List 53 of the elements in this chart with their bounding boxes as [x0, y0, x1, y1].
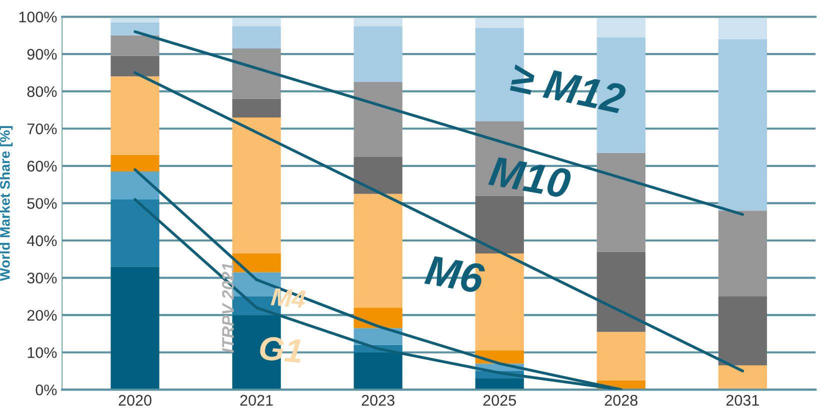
x-tick-label: 2021: [240, 394, 273, 406]
y-tick-label: 10%: [28, 347, 57, 358]
annotation: M6: [424, 254, 486, 294]
bar: [354, 26, 402, 82]
bar: [354, 352, 402, 390]
y-tick-label: 80%: [27, 86, 57, 98]
bar: [110, 266, 160, 390]
bar: [232, 48, 281, 99]
bar: [232, 254, 281, 272]
bar: [596, 332, 646, 380]
x-tick-label: 2031: [726, 394, 759, 406]
y-tick-label: 100%: [19, 12, 57, 22]
y-tick-label: 60%: [27, 160, 57, 172]
y-tick-label: 40%: [27, 235, 57, 246]
y-tick-label: 30%: [27, 272, 57, 284]
bar: [354, 194, 402, 308]
x-tick-label: 2028: [604, 394, 638, 406]
bar: [110, 76, 160, 155]
bar: [354, 82, 402, 157]
annotation: G1: [259, 336, 302, 364]
annotation: M10: [488, 156, 572, 199]
bar: [718, 296, 767, 366]
x-tick-label: 2023: [362, 394, 394, 406]
y-tick-label: 0%: [36, 384, 57, 396]
bar: [718, 39, 767, 211]
bar: [110, 154, 160, 172]
bar: [110, 56, 160, 76]
y-tick-label: 70%: [27, 124, 57, 134]
annotation: M4: [270, 288, 306, 308]
bar: [232, 117, 281, 254]
y-axis-title: World Market Share [%]: [0, 126, 13, 282]
bar: [596, 252, 646, 332]
bar: [354, 308, 402, 328]
y-tick-label: 90%: [27, 48, 57, 60]
bar: [475, 196, 524, 254]
bar: [110, 172, 160, 200]
y-tick-label: 50%: [27, 198, 57, 209]
bar: [110, 22, 160, 36]
bar: [232, 26, 281, 48]
y-tick-label: 20%: [27, 310, 57, 321]
bar: [596, 16, 646, 38]
bar: [718, 210, 767, 296]
bar: [718, 16, 767, 40]
bar: [110, 35, 160, 56]
annotation: ≥ M12: [510, 62, 627, 114]
bar: [596, 152, 646, 252]
x-tick-label: 2020: [118, 394, 152, 406]
x-tick-label: 2025: [483, 394, 516, 406]
bar: [110, 199, 160, 267]
annotation: ITRPV 2021: [222, 263, 234, 353]
bar: [354, 156, 402, 194]
bar: [718, 365, 767, 390]
bar: [232, 98, 281, 118]
